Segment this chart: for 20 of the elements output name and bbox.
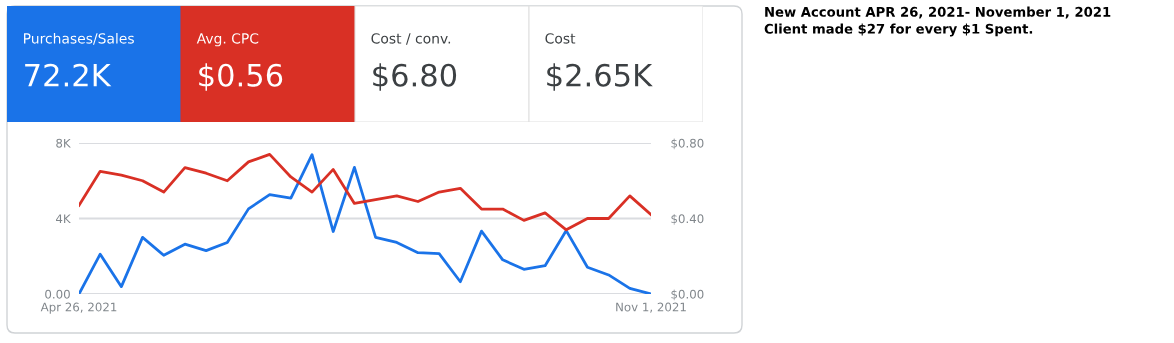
y-tick-label: 4K	[55, 214, 71, 223]
y2-tick-label: $0.00	[671, 289, 704, 301]
text: $0.56	[199, 63, 283, 91]
text: Client made $27 for every $1 Spent.	[764, 23, 1033, 37]
text: $2.65K	[547, 63, 653, 91]
category-label: Purchases/Sales	[24, 32, 134, 45]
text: 72.2K	[25, 63, 112, 87]
line-series	[79, 153, 651, 294]
category-label: Cost	[545, 33, 576, 44]
y2-tick-label: $0.80	[671, 138, 704, 150]
x-tick-label: Nov 1, 2021	[616, 302, 686, 313]
text: New Account APR 26, 2021- November 1, 2021	[765, 6, 1111, 19]
category-label: Cost / conv.	[371, 33, 451, 45]
y-tick-label: 8K	[56, 138, 71, 148]
text: $6.80	[373, 63, 457, 91]
category-label: Avg. CPC	[196, 33, 259, 47]
line-series	[79, 152, 651, 232]
x-tick-label: Apr 26, 2021	[40, 302, 117, 314]
y2-tick-label: $0.40	[671, 214, 704, 225]
y-tick-label: 0.00	[45, 289, 70, 299]
